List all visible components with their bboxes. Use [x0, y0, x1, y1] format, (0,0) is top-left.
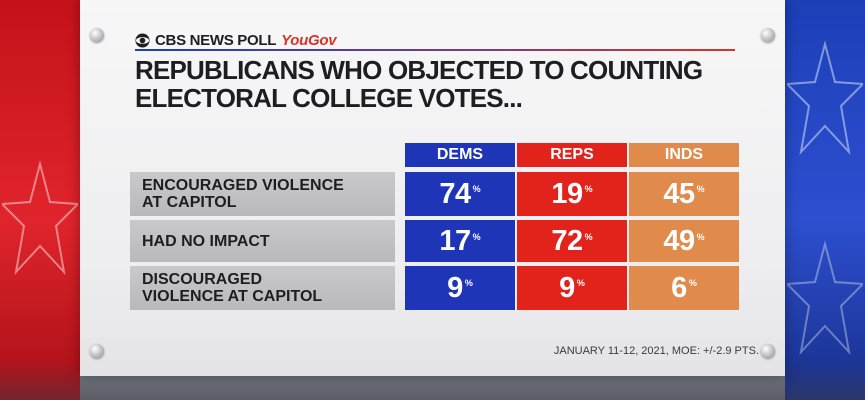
brand-name: CBS NEWS POLL: [155, 31, 277, 49]
percent-sign: %: [584, 232, 593, 242]
percent-sign: %: [696, 232, 705, 242]
cell-value: 49: [663, 224, 695, 257]
data-cell: 9%: [517, 266, 627, 310]
percent-sign: %: [696, 184, 705, 194]
title-line: REPUBLICANS WHO OBJECTED TO COUNTING: [135, 55, 703, 85]
star-icon: [787, 40, 863, 156]
row-label: ENCOURAGED VIOLENCE AT CAPITOL: [130, 172, 395, 216]
poll-board: CBS NEWS POLL YouGov REPUBLICANS WHO OBJ…: [80, 0, 785, 376]
cell-value: 9: [447, 271, 463, 304]
screw-icon: [761, 28, 775, 42]
logo: CBS NEWS POLL YouGov: [135, 30, 337, 50]
row-label: DISCOURAGED VIOLENCE AT CAPITOL: [130, 266, 395, 310]
screw-icon: [90, 344, 104, 358]
cell-value: 6: [671, 271, 687, 304]
star-icon: [2, 160, 78, 276]
title-line: ELECTORAL COLLEGE VOTES...: [135, 83, 523, 113]
screw-icon: [90, 28, 104, 42]
column-header-dems: DEMS: [405, 143, 515, 167]
data-cell: 72%: [517, 220, 627, 262]
data-cell: 19%: [517, 172, 627, 216]
page-title: REPUBLICANS WHO OBJECTED TO COUNTING ELE…: [135, 56, 755, 112]
cbs-eye-icon: [135, 32, 150, 48]
data-cell: 74%: [405, 172, 515, 216]
data-cell: 6%: [629, 266, 739, 310]
row-label: HAD NO IMPACT: [130, 220, 395, 262]
cell-value: 17: [439, 224, 471, 257]
source-note: JANUARY 11-12, 2021, MOE: +/-2.9 PTS.: [553, 345, 759, 357]
percent-sign: %: [584, 184, 593, 194]
percent-sign: %: [472, 232, 481, 242]
title-rule: [135, 49, 735, 51]
cell-value: 45: [663, 177, 695, 210]
cell-value: 74: [439, 177, 471, 210]
cell-value: 9: [559, 271, 575, 304]
background-red-panel: [0, 0, 80, 400]
row-label-line: ENCOURAGED VIOLENCE: [142, 177, 344, 194]
percent-sign: %: [576, 278, 585, 288]
column-header-inds: INDS: [629, 143, 739, 167]
data-cell: 17%: [405, 220, 515, 262]
row-label-line: AT CAPITOL: [142, 194, 237, 211]
percent-sign: %: [472, 184, 481, 194]
column-header-reps: REPS: [517, 143, 627, 167]
row-label-line: HAD NO IMPACT: [142, 232, 270, 250]
screw-icon: [761, 344, 775, 358]
data-cell: 49%: [629, 220, 739, 262]
background-blue-panel: [785, 0, 865, 400]
cell-value: 19: [551, 177, 583, 210]
percent-sign: %: [464, 278, 473, 288]
star-icon: [787, 240, 863, 356]
data-cell: 9%: [405, 266, 515, 310]
row-label-line: DISCOURAGED: [142, 271, 263, 288]
percent-sign: %: [688, 278, 697, 288]
cell-value: 72: [551, 224, 583, 257]
partner-name: YouGov: [281, 31, 337, 49]
data-cell: 45%: [629, 172, 739, 216]
row-label-line: VIOLENCE AT CAPITOL: [142, 288, 323, 305]
